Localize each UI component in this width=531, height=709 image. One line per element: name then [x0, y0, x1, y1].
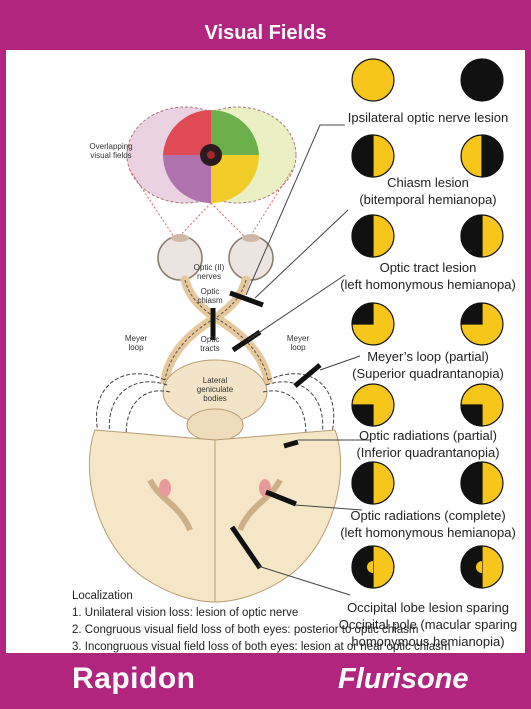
localization-item: 2. Congruous visual field loss of both e… [72, 622, 450, 639]
field-right-eye-4 [461, 303, 503, 345]
brand-rapidon: Rapidon [72, 662, 196, 696]
field-right-eye-7 [461, 546, 503, 588]
localization-item: 1. Unilateral vision loss: lesion of opt… [72, 605, 450, 622]
field-right-eye-5 [461, 384, 503, 426]
label-optic-nerves: Optic (II) nerves [186, 263, 232, 281]
caption-chiasm-lesion: Chiasm lesion (bitemporal hemianopa) [328, 174, 528, 208]
caption-optic-radiations-complete: Optic radiations (complete) (left homonym… [328, 507, 528, 541]
label-optic-tracts: Optic tracts [190, 335, 230, 353]
field-right-eye-6 [461, 462, 503, 504]
caption-optic-tract-lesion: Optic tract lesion (left homonymous hemia… [328, 259, 528, 293]
overlapping-fields-graphic [127, 107, 296, 240]
lesion-bar-meyer [295, 365, 320, 386]
field-right-eye-1 [461, 59, 503, 101]
field-right-eye-2 [461, 135, 503, 177]
brain-section [89, 430, 340, 602]
field-left-eye-1 [352, 59, 394, 101]
field-left-eye-7 [352, 546, 394, 588]
field-right-eye-3 [461, 215, 503, 257]
field-left-eye-6 [352, 462, 394, 504]
label-lgb: Lateral geniculate bodies [192, 376, 238, 403]
localization-notes: Localization 1. Unilateral vision loss: … [72, 588, 450, 656]
localization-title: Localization [72, 588, 450, 605]
right-eye [229, 234, 273, 280]
field-left-eye-4 [352, 303, 394, 345]
label-meyer-loop-right: Meyer loop [280, 334, 316, 352]
label-overlapping-fields: Overlapping visual fields [76, 142, 146, 160]
label-meyer-loop-left: Meyer loop [118, 334, 154, 352]
label-optic-chiasm: Optic chiasm [190, 287, 230, 305]
field-left-eye-3 [352, 215, 394, 257]
brand-flurisone: Flurisone [338, 663, 469, 696]
caption-optic-nerve-lesion: Ipsilateral optic nerve lesion [328, 109, 528, 126]
caption-optic-radiations-partial: Optic radiations (partial) (Inferior quad… [328, 427, 528, 461]
caption-meyers-loop: Meyer’s loop (partial) (Superior quadrant… [328, 348, 528, 382]
field-left-eye-5 [352, 384, 394, 426]
field-left-eye-2 [352, 135, 394, 177]
